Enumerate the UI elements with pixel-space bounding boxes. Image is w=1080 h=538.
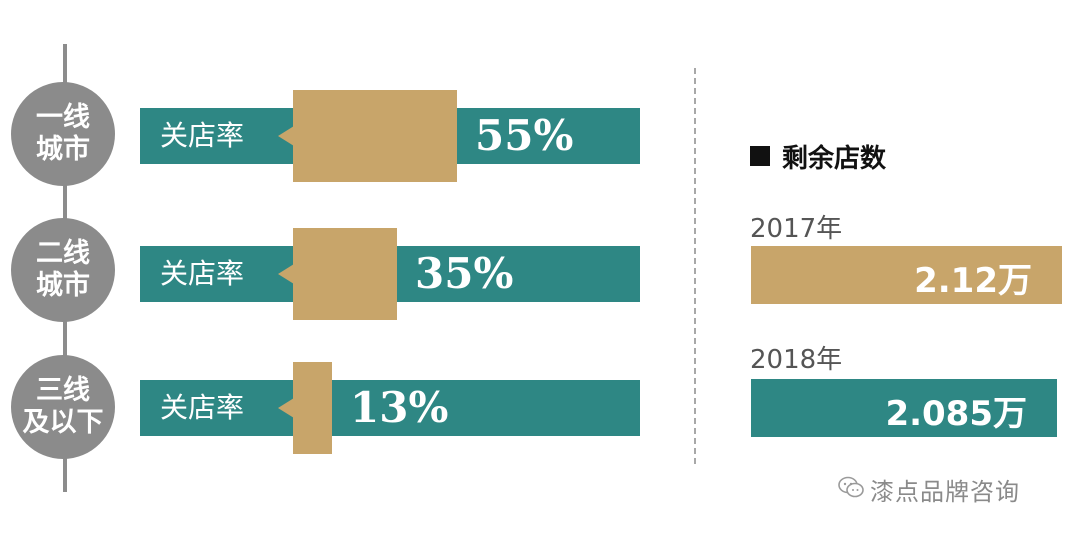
wechat-icon bbox=[838, 476, 864, 498]
bar-fill-pointer bbox=[278, 398, 294, 418]
bar-label: 关店率 bbox=[160, 119, 245, 152]
tier-label-line1: 二线 bbox=[36, 238, 90, 269]
tier-badge: 三线 及以下 bbox=[11, 355, 115, 459]
bar-value-label: 55% bbox=[475, 111, 574, 160]
bar-fill-pointer bbox=[278, 126, 294, 146]
watermark-text: 漆点品牌咨询 bbox=[870, 478, 1020, 506]
bar-track bbox=[140, 380, 640, 436]
year-value-label: 2.12万 bbox=[914, 261, 1032, 301]
year-bar bbox=[751, 379, 1057, 437]
bar-fill bbox=[293, 228, 397, 320]
year-value-label: 2.085万 bbox=[885, 394, 1027, 434]
bar-fill bbox=[293, 90, 457, 182]
tier-label-line1: 一线 bbox=[36, 102, 90, 133]
tier-label-line2: 及以下 bbox=[22, 407, 104, 438]
year-label: 2017年 bbox=[750, 214, 843, 244]
year-label: 2018年 bbox=[750, 345, 843, 375]
bar-value-label: 35% bbox=[415, 249, 514, 298]
tier-badge: 一线 城市 bbox=[11, 82, 115, 186]
bar-value-label: 13% bbox=[350, 383, 449, 432]
bar-label: 关店率 bbox=[160, 257, 245, 290]
bar-fill-pointer bbox=[278, 264, 294, 284]
bar-fill bbox=[293, 362, 332, 454]
year-bar bbox=[751, 246, 1062, 304]
tier-label-line2: 城市 bbox=[36, 134, 90, 165]
tier-badge: 二线 城市 bbox=[11, 218, 115, 322]
section-divider bbox=[694, 68, 696, 464]
bar-label: 关店率 bbox=[160, 391, 245, 424]
tier-label-line2: 城市 bbox=[36, 270, 90, 301]
tier-label-line1: 三线 bbox=[36, 375, 90, 406]
remaining-stores-title: 剩余店数 bbox=[782, 144, 887, 174]
legend-marker bbox=[750, 146, 770, 166]
